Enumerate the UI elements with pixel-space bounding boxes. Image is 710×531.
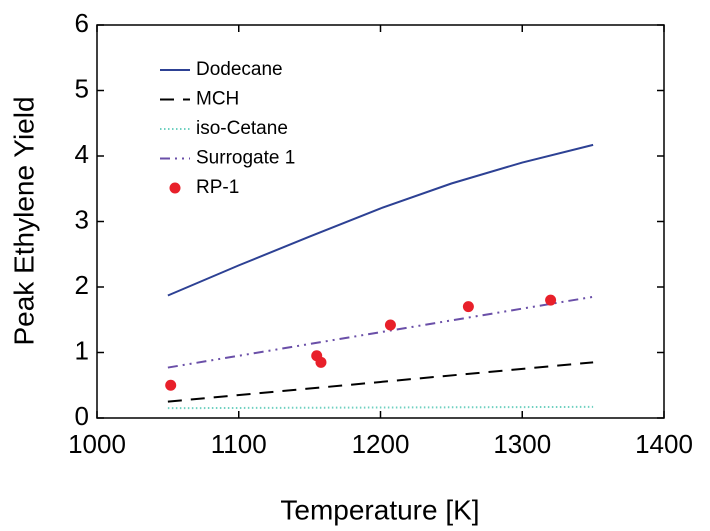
plot-frame [96,24,665,419]
series-line [167,295,594,369]
y-tick-label: 3 [75,204,89,234]
y-tick-label: 4 [75,139,89,169]
x-tick-label: 1000 [68,429,126,459]
x-axis-label: Temperature [K] [280,494,479,525]
y-axis-label: Peak Ethylene Yield [8,96,39,345]
legend-label: iso-Cetane [196,118,288,139]
y-tick-label: 0 [75,401,89,431]
y-tick-label: 5 [75,73,89,103]
y-tick-label: 2 [75,270,89,300]
y-tick-label: 6 [75,8,89,38]
legend-label: MCH [196,89,239,110]
data-point [545,294,557,306]
x-tick-label: 1300 [493,429,551,459]
data-point [315,356,327,368]
legend-label: Surrogate 1 [196,148,295,169]
series-line [167,405,594,410]
data-point [165,379,177,391]
data-point [462,301,474,313]
x-tick-label: 1400 [635,429,693,459]
legend-label: Dodecane [196,59,283,80]
legend-marker [169,182,181,194]
series-line [167,143,594,297]
x-tick-label: 1100 [211,429,267,459]
legend-label: RP-1 [196,177,239,198]
series-line [167,361,594,403]
data-point [384,319,396,331]
y-tick-label: 1 [75,335,89,365]
x-tick-label: 1200 [352,429,410,459]
